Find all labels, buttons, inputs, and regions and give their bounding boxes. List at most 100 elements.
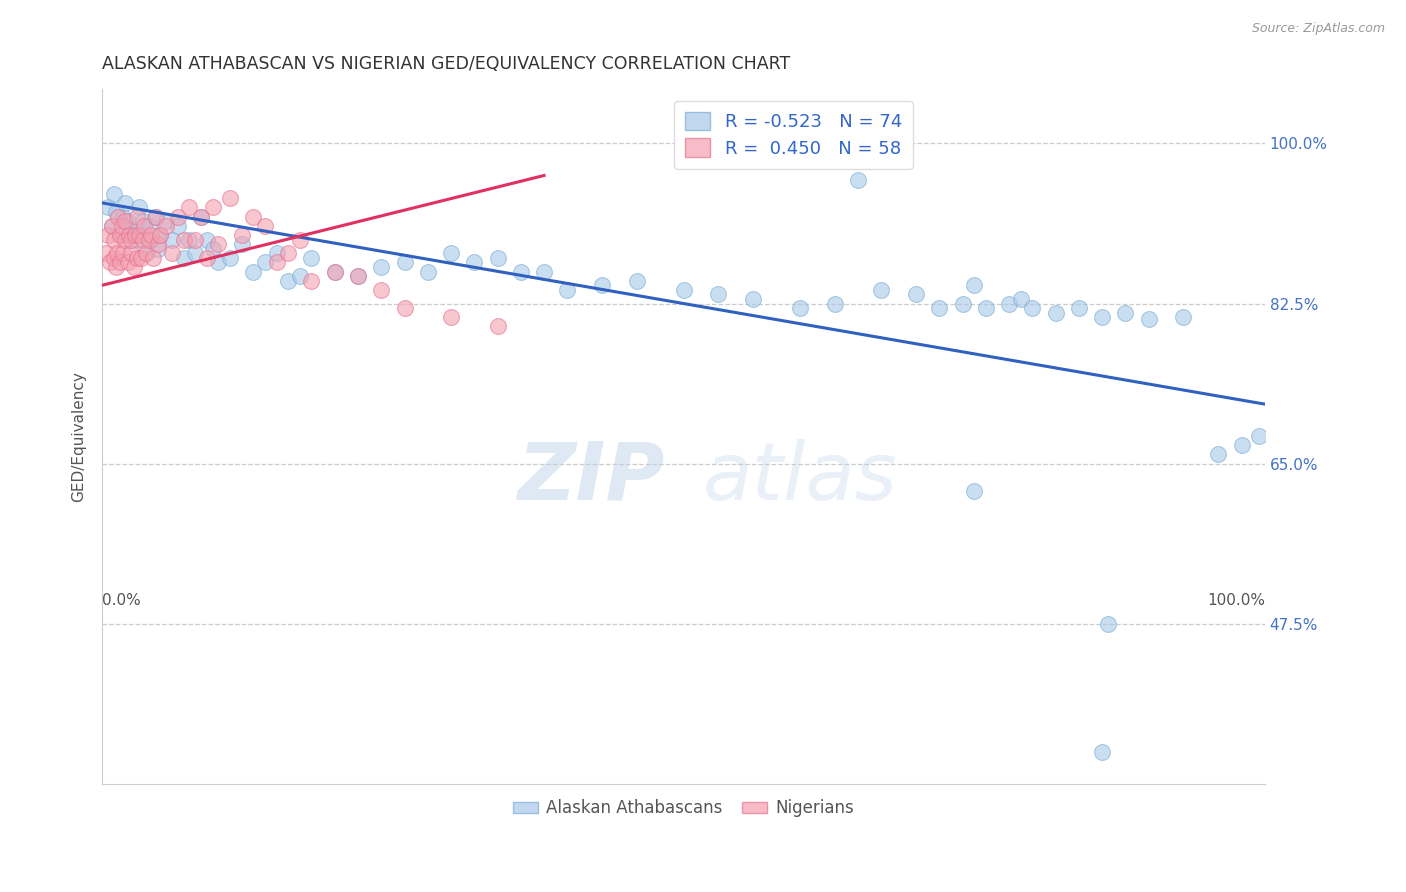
Point [124,227,146,242]
Point [139,233,162,247]
Point [173,251,195,265]
Point [108,255,131,269]
Point [97,227,120,242]
Point [173,233,195,247]
Y-axis label: GED/Equivalency: GED/Equivalency [72,371,86,501]
Text: ALASKAN ATHABASCAN VS NIGERIAN GED/EQUIVALENCY CORRELATION CHART: ALASKAN ATHABASCAN VS NIGERIAN GED/EQUIV… [103,55,790,73]
Point [184,233,207,247]
Point [146,242,169,256]
Point [1114,306,1136,320]
Point [118,227,141,242]
Legend: Alaskan Athabascans, Nigerians: Alaskan Athabascans, Nigerians [506,793,860,824]
Point [301,274,323,288]
Point [166,219,188,233]
Point [160,233,183,247]
Point [135,246,157,260]
Point [486,251,509,265]
Point [114,195,136,210]
Point [127,210,149,224]
Point [114,214,136,228]
Point [440,310,463,325]
Point [100,219,122,233]
Point [288,269,311,284]
Point [103,233,125,247]
Point [105,246,128,260]
Point [963,483,986,498]
Text: atlas: atlas [703,439,897,516]
Point [789,301,811,315]
Point [242,210,264,224]
Point [1021,301,1043,315]
Point [179,201,201,215]
Point [139,227,162,242]
Point [1173,310,1195,325]
Point [108,227,131,242]
Point [112,210,135,224]
Point [1067,301,1090,315]
Point [370,260,392,274]
Point [128,227,150,242]
Point [120,233,142,247]
Point [1137,312,1160,326]
Point [138,219,160,233]
Point [231,227,253,242]
Point [463,255,485,269]
Point [301,251,323,265]
Point [190,210,212,224]
Point [928,301,950,315]
Point [142,251,165,265]
Point [111,219,134,233]
Point [1230,438,1253,452]
Point [288,233,311,247]
Point [103,251,125,265]
Point [117,255,139,269]
Point [846,173,869,187]
Point [207,255,229,269]
Point [100,219,122,233]
Point [1097,616,1119,631]
Point [107,210,129,224]
Point [824,296,846,310]
Point [184,246,207,260]
Point [143,210,166,224]
Point [132,219,155,233]
Point [219,191,242,205]
Point [190,210,212,224]
Point [166,210,188,224]
Point [114,233,136,247]
Text: 0.0%: 0.0% [103,592,141,607]
Point [201,201,224,215]
Point [253,219,276,233]
Point [591,278,613,293]
Point [129,251,152,265]
Text: 100.0%: 100.0% [1206,592,1265,607]
Point [1010,292,1032,306]
Point [266,255,288,269]
Point [509,264,531,278]
Point [974,301,997,315]
Point [952,296,974,310]
Point [132,214,155,228]
Point [138,233,160,247]
Point [555,283,578,297]
Point [97,201,120,215]
Point [195,251,218,265]
Point [94,246,117,260]
Point [105,260,128,274]
Point [963,278,986,293]
Point [120,246,142,260]
Point [742,292,765,306]
Point [108,227,131,242]
Point [277,274,299,288]
Point [905,287,928,301]
Point [155,214,177,228]
Point [122,260,145,274]
Point [486,319,509,334]
Point [347,269,370,284]
Point [132,233,155,247]
Point [201,242,224,256]
Point [1247,429,1270,443]
Point [253,255,276,269]
Point [870,283,893,297]
Point [394,301,416,315]
